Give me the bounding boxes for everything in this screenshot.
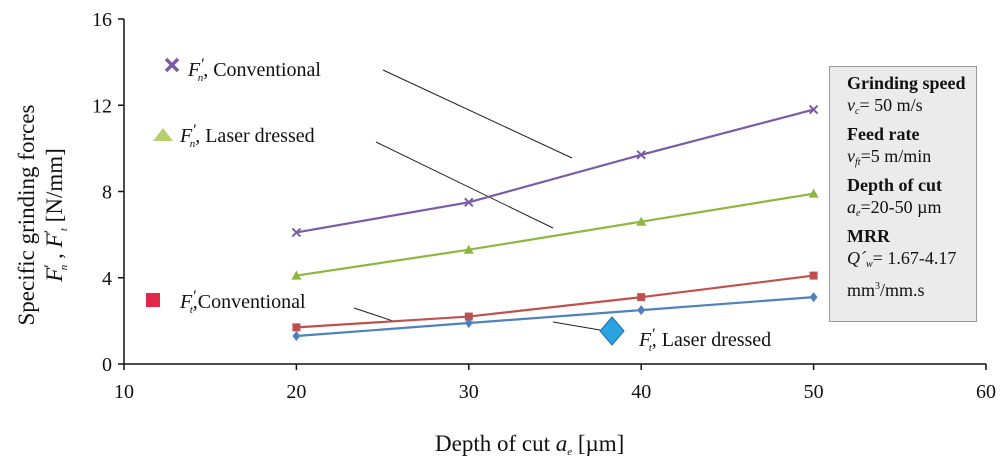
data-point: [809, 292, 818, 303]
x-tick-label: 30: [459, 381, 479, 403]
data-point: [291, 270, 302, 280]
info-mrr-heading: MRR: [847, 226, 890, 246]
data-point: [464, 197, 474, 207]
data-point: [463, 244, 474, 254]
ticks-layer: 10 20 30 40 50 60 0 4 8 12 16: [92, 9, 996, 403]
y-tick-label: 16: [92, 9, 112, 31]
label-fn-laser: F′ n, Laser dressed: [179, 122, 315, 150]
series-line: [296, 274, 814, 329]
legend-marker-fn-laser: [153, 128, 173, 141]
data-point: [636, 150, 646, 160]
data-point: [808, 188, 819, 198]
info-mrr-unit: mm3/mm.s: [847, 280, 925, 300]
data-point: [291, 227, 302, 238]
series-layer: [291, 104, 819, 341]
info-depth-value: ae=20-50 µm: [847, 197, 942, 219]
series-2: [292, 271, 818, 332]
data-point: [292, 323, 301, 332]
info-speed-heading: Grinding speed: [847, 73, 966, 93]
series-1: [291, 188, 819, 280]
x-tick-label: 50: [804, 381, 824, 403]
data-point: [292, 330, 301, 341]
leader-ft-conventional: [353, 307, 397, 323]
y-tick-label: 12: [92, 95, 112, 117]
data-point: [808, 104, 819, 115]
legend-marker-ft-conventional: [146, 293, 160, 307]
series-3: [292, 292, 818, 341]
data-point: [809, 271, 818, 280]
x-axis-title: Depth of cut ae [µm]: [435, 431, 624, 458]
info-speed-value: vc= 50 m/s: [847, 95, 923, 117]
leader-ft-laser: [552, 321, 601, 331]
series-0: [291, 104, 819, 238]
data-point: [464, 312, 473, 321]
data-point: [636, 216, 647, 226]
leader-fn-laser: [375, 141, 554, 229]
y-tick-label: 8: [102, 182, 112, 204]
axes-layer: [123, 19, 986, 365]
x-tick-label: 60: [976, 381, 996, 403]
data-point: [637, 293, 646, 302]
info-feed-heading: Feed rate: [847, 124, 920, 144]
data-point: [464, 318, 473, 329]
data-point: [637, 305, 646, 316]
svg-text:Specific grinding forces: Specific grinding forces: [14, 104, 39, 325]
info-depth-heading: Depth of cut: [847, 175, 942, 195]
label-ft-conventional: F′ t,Conventional: [179, 288, 306, 316]
y-axis-title: Specific grinding forces F′n , F′ t [N/m…: [14, 104, 70, 325]
annotation-leader-lines: [353, 69, 601, 331]
x-tick-label: 20: [286, 381, 306, 403]
svg-text:F′n , F′ t [N/mm]: F′n , F′ t [N/mm]: [42, 148, 70, 283]
series-line: [296, 108, 814, 234]
info-mrr-value: Q´w= 1.67-4.17: [847, 248, 957, 270]
x-tick-label: 10: [114, 381, 134, 403]
info-feed-value: vft=5 m/min: [847, 146, 932, 168]
y-tick-label: 0: [102, 354, 112, 376]
legend-marker-fn-conventional: [164, 57, 180, 73]
series-line: [296, 192, 814, 277]
grinding-conditions-box: Grinding speed vc= 50 m/s Feed rate vft=…: [829, 66, 977, 322]
y-tick-label: 4: [102, 268, 112, 290]
x-tick-label: 40: [631, 381, 651, 403]
series-line: [296, 296, 814, 338]
label-ft-laser: F′ t, Laser dressed: [638, 326, 771, 354]
legend-marker-ft-laser: [599, 316, 625, 346]
label-fn-conventional: F′ n, Conventional: [187, 56, 321, 84]
leader-fn-conventional: [382, 69, 573, 159]
